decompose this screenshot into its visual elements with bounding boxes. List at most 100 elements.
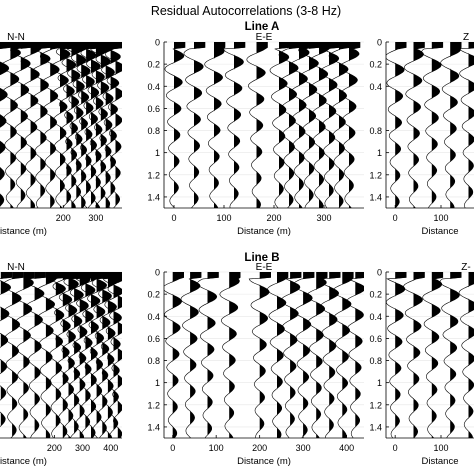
x-tick-label: 400 <box>103 443 118 453</box>
y-tick-label: 0.8 <box>147 126 160 136</box>
trace-line <box>0 42 11 207</box>
x-axis-label: Distance (m) <box>237 226 291 237</box>
trace-line <box>183 42 206 208</box>
trace-fill <box>23 272 35 438</box>
trace-line <box>386 272 407 438</box>
trace-line <box>35 272 58 438</box>
trace-fill <box>190 272 202 438</box>
x-axis-label: Distance (m) <box>0 456 47 467</box>
traces <box>386 272 474 438</box>
trace-fill <box>256 42 268 208</box>
y-tick-label: 1 <box>377 378 382 388</box>
y-tick-label: 1.2 <box>147 400 160 410</box>
y-tick-label: 0.8 <box>369 126 382 136</box>
x-tick-label: 100 <box>433 213 448 223</box>
y-tick-label: 1 <box>155 148 160 158</box>
x-tick-label: 300 <box>75 443 90 453</box>
x-tick-label: 100 <box>216 213 231 223</box>
trace-fill <box>355 272 364 438</box>
trace-line <box>439 272 462 438</box>
panel-title: E-E <box>256 32 273 43</box>
trace-line <box>98 272 120 438</box>
trace-fill <box>303 272 315 438</box>
trace-line <box>458 283 474 438</box>
trace-line <box>289 42 311 208</box>
trace-fill <box>279 42 290 208</box>
trace-line <box>386 42 407 208</box>
panel-title: E-E <box>256 262 273 273</box>
y-tick-label: 1.4 <box>147 422 160 432</box>
trace-fill <box>0 42 11 207</box>
traces <box>386 42 474 208</box>
trace-line <box>457 47 474 208</box>
trace-line <box>346 277 364 438</box>
trace-line <box>50 42 72 208</box>
trace-line <box>91 272 114 438</box>
trace-line <box>95 42 117 208</box>
trace-line <box>75 272 97 438</box>
trace-fill <box>0 272 12 438</box>
y-tick-label: 1 <box>155 378 160 388</box>
panel-title: N-N <box>7 262 25 273</box>
x-tick-label: 0 <box>393 213 398 223</box>
trace-fill <box>40 42 52 208</box>
trace-fill <box>413 42 425 208</box>
trace-line <box>309 42 331 208</box>
trace-line <box>52 272 75 438</box>
trace-line <box>328 42 351 208</box>
trace-line <box>266 272 289 438</box>
trace-line <box>246 42 268 208</box>
y-tick-label: 0.4 <box>369 312 382 322</box>
trace-fill <box>96 272 108 438</box>
trace-line <box>248 272 271 438</box>
row-label-line-b: Line B <box>244 252 279 264</box>
trace-line <box>422 272 444 438</box>
x-tick-label: 0 <box>171 213 176 223</box>
trace-line <box>20 42 42 208</box>
trace-fill <box>259 272 271 438</box>
trace-fill <box>349 42 360 208</box>
trace-line <box>105 47 122 208</box>
x-tick-label: 400 <box>339 443 354 453</box>
panel-title: N-N <box>7 32 25 43</box>
traces <box>0 42 122 208</box>
trace-line <box>66 42 88 208</box>
panel-1: 200 300 Distance (m) N-N <box>0 32 122 237</box>
y-tick-label: 0.2 <box>147 290 160 300</box>
y-tick-label: 0.8 <box>369 356 382 366</box>
trace-line <box>197 272 219 438</box>
trace-line <box>58 272 80 438</box>
trace-fill <box>91 272 102 438</box>
x-axis-label: Distance <box>422 226 459 237</box>
trace-line <box>1 272 24 438</box>
y-tick-label: 1.2 <box>369 170 382 180</box>
trace-line <box>223 42 246 208</box>
trace-fill <box>339 42 350 208</box>
traces <box>164 272 364 438</box>
trace-fill <box>117 272 122 438</box>
trace-fill <box>81 42 93 208</box>
trace-line <box>63 272 86 438</box>
y-tick-label: 1.4 <box>369 192 382 202</box>
trace-fill <box>100 42 112 208</box>
trace-line <box>80 272 103 438</box>
trace-line <box>298 42 321 208</box>
trace-fill <box>71 42 83 208</box>
trace-fill <box>10 42 22 208</box>
x-tick-label: 200 <box>47 443 62 453</box>
trace-fill <box>34 272 46 438</box>
y-tick-label: 0.6 <box>147 334 160 344</box>
row-label-line-a: Line A <box>245 21 280 33</box>
trace-line <box>87 272 108 438</box>
trace-line <box>421 42 444 208</box>
trace-fill <box>55 272 67 438</box>
y-tick-label: 0.6 <box>369 334 382 344</box>
y-tick-label: 1.2 <box>369 400 382 410</box>
trace-line <box>280 272 302 438</box>
trace-fill <box>113 272 122 438</box>
panels: 200 300 Distance (m) N-N 0 0.2 0.4 0.6 0.8 1 1.2 1.… <box>0 32 474 467</box>
y-tick-label: 0.4 <box>369 82 382 92</box>
trace-line <box>403 272 425 438</box>
y-tick-label: 0.4 <box>147 312 160 322</box>
panel-6: 0 0.2 0.4 0.6 0.8 1 1.2 1.4 0 100 Distance Z- <box>369 262 474 467</box>
